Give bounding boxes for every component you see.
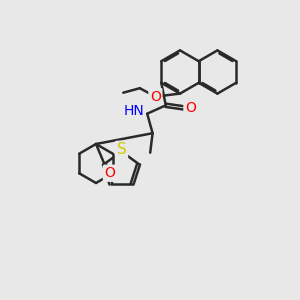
Text: O: O (185, 101, 196, 115)
Text: O: O (104, 166, 115, 180)
Text: S: S (117, 142, 126, 158)
Text: O: O (150, 90, 161, 104)
Text: HN: HN (123, 104, 144, 118)
